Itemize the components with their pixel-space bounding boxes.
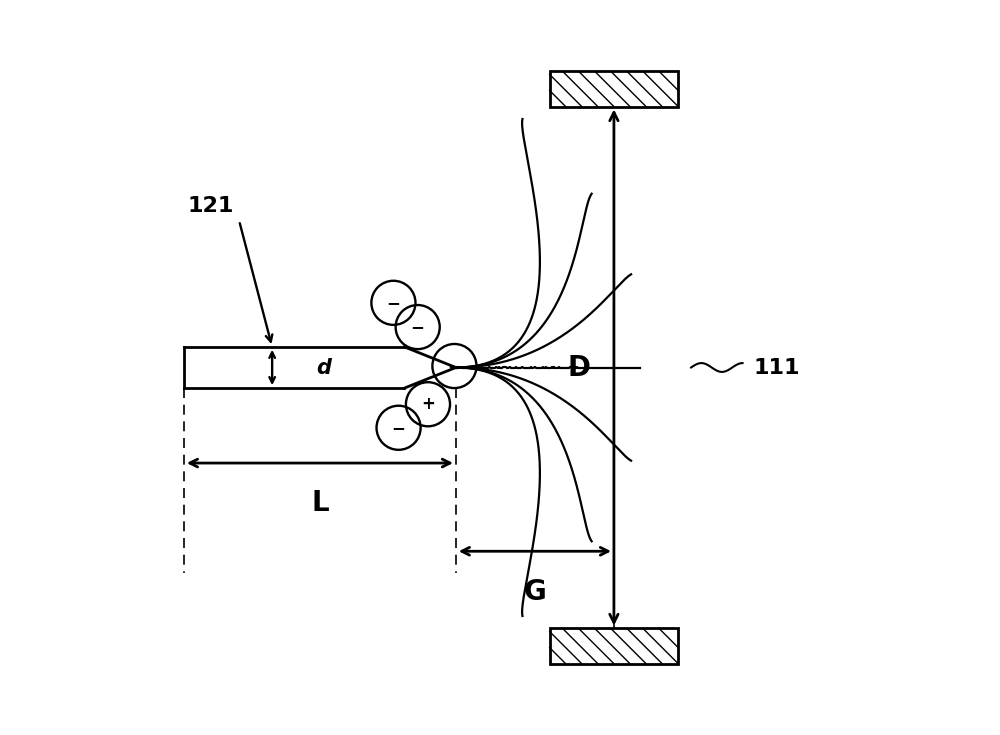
Text: −: − bbox=[447, 357, 461, 375]
Text: −: − bbox=[411, 318, 425, 336]
Text: d: d bbox=[316, 357, 331, 378]
Text: G: G bbox=[524, 578, 546, 606]
Text: D: D bbox=[567, 354, 590, 381]
Text: 111: 111 bbox=[754, 357, 800, 378]
Text: −: − bbox=[386, 294, 400, 312]
Bar bbox=[550, 628, 678, 664]
Text: +: + bbox=[421, 395, 435, 413]
Bar bbox=[550, 71, 678, 107]
Text: L: L bbox=[311, 490, 329, 517]
Text: 121: 121 bbox=[188, 196, 234, 216]
Text: −: − bbox=[392, 419, 406, 437]
